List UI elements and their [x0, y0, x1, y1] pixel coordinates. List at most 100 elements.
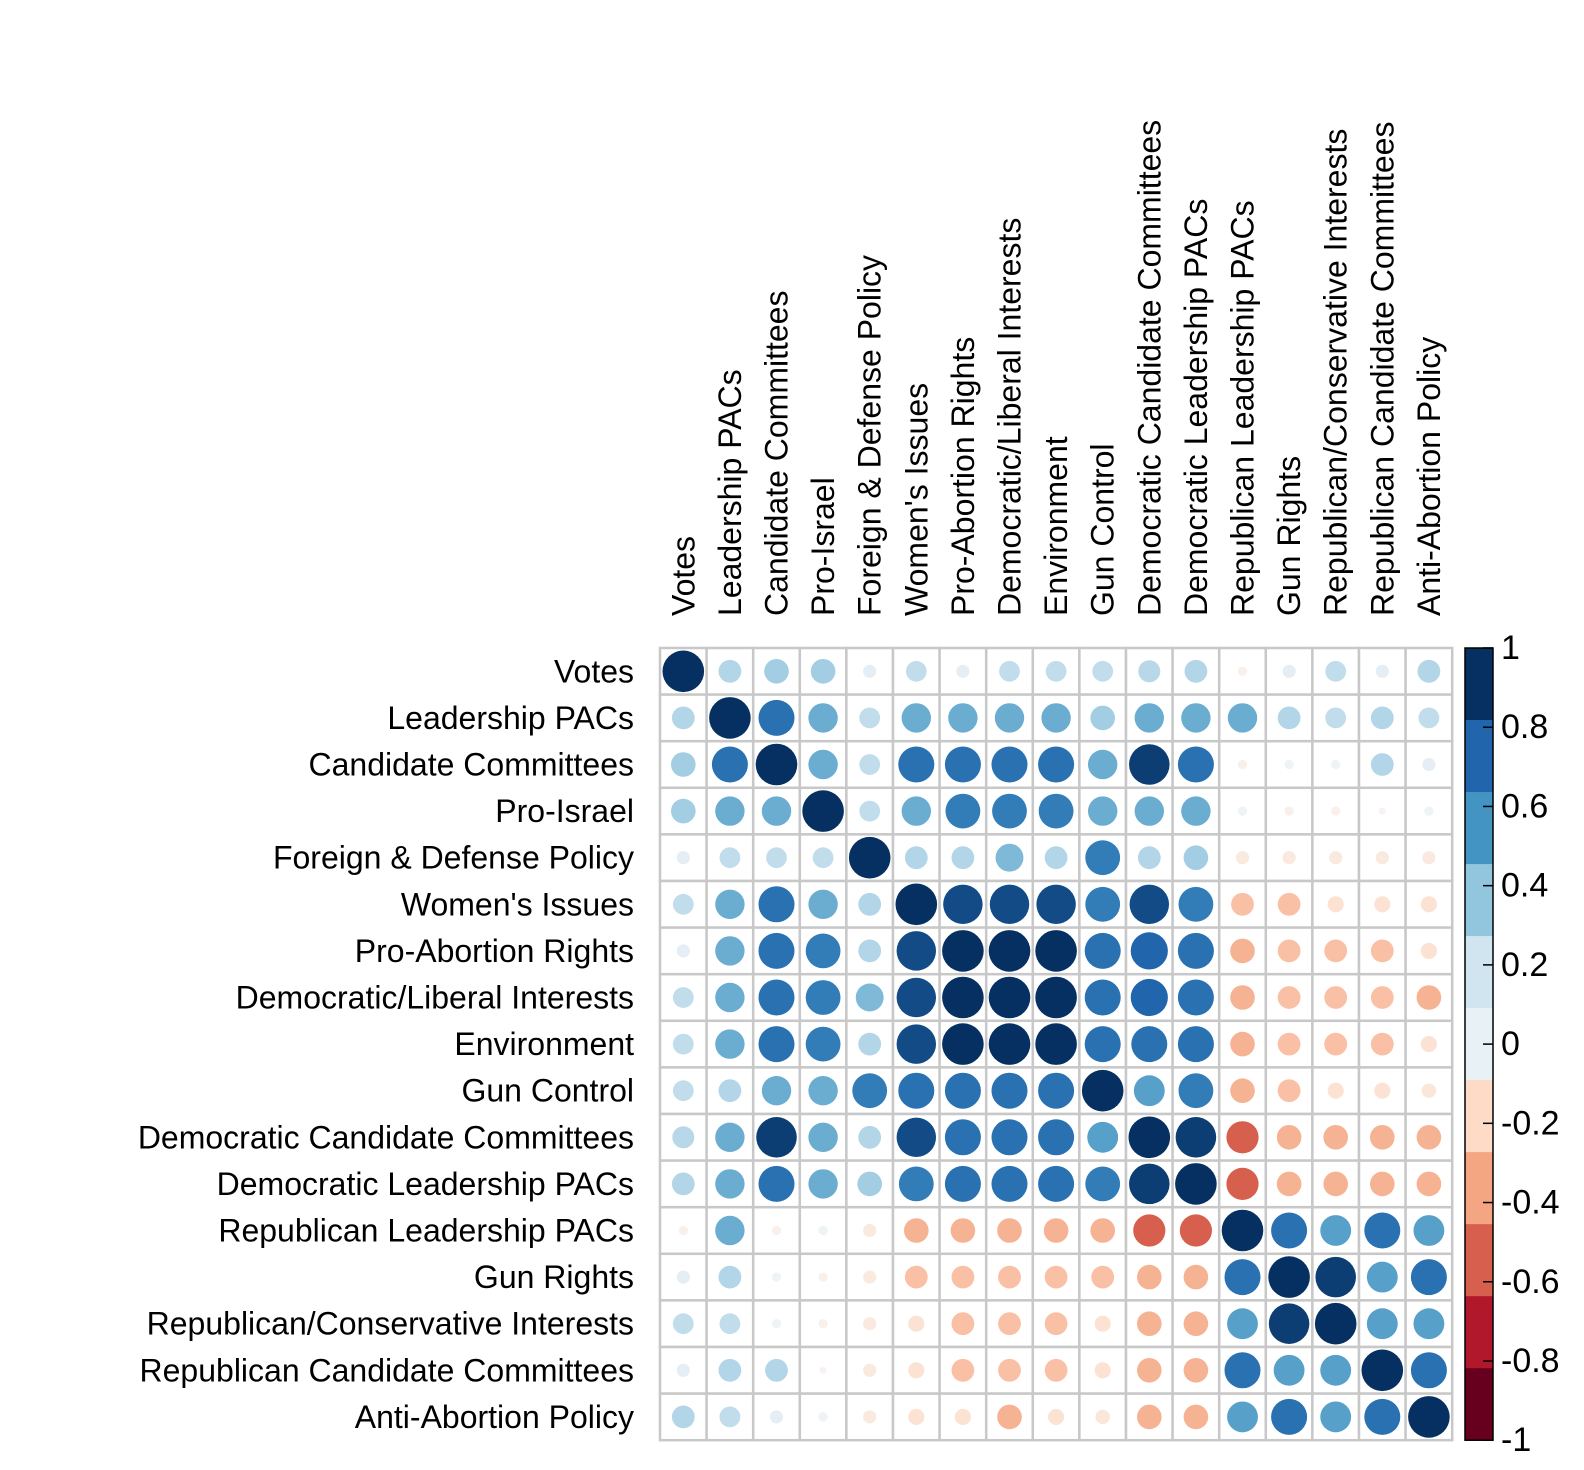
correlation-point-leadership-pacs-republican-candidate-committees [1370, 706, 1394, 730]
correlation-point-gun-control-republican-conservative-interests [1327, 1082, 1344, 1099]
correlation-point-gun-control-candidate-committees [761, 1075, 792, 1106]
correlation-point-republican-conservative-interests-foreign-and-defense-policy [863, 1317, 877, 1331]
correlation-point-republican-leadership-pacs-environment [1043, 1218, 1069, 1243]
correlation-point-anti-abortion-policy-democratic-candidate-committees [1136, 1404, 1162, 1430]
correlation-point-votes-republican-conservative-interests [1325, 660, 1347, 682]
correlation-point-anti-abortion-policy-votes [671, 1405, 695, 1429]
correlation-point-gun-rights-democratic-liberal-interests [998, 1265, 1021, 1289]
correlation-point-gun-control-environment [1038, 1072, 1075, 1109]
colorbar-segment [1465, 1368, 1493, 1441]
correlation-point-democratic-candidate-committees-republican-leadership-pacs [1226, 1121, 1259, 1154]
correlation-point-pro-abortion-rights-gun-control [1084, 932, 1121, 969]
correlation-point-environment-women-s-issues [896, 1024, 937, 1064]
correlation-point-women-s-issues-democratic-leadership-pacs [1178, 886, 1214, 922]
correlation-point-republican-conservative-interests-republican-leadership-pacs [1227, 1308, 1258, 1340]
correlation-point-democratic-candidate-committees-democratic-leadership-pacs [1175, 1117, 1217, 1158]
correlation-point-pro-abortion-rights-leadership-pacs [715, 936, 745, 966]
correlation-point-pro-israel-democratic-leadership-pacs [1181, 796, 1211, 826]
correlation-point-republican-leadership-pacs-gun-control [1090, 1218, 1116, 1243]
correlation-point-democratic-liberal-interests-foreign-and-defense-policy [855, 983, 884, 1012]
correlation-point-republican-candidate-committees-leadership-pacs [718, 1358, 742, 1382]
correlation-point-gun-control-gun-rights [1277, 1079, 1301, 1103]
correlation-point-republican-conservative-interests-republican-candidate-committees [1366, 1308, 1398, 1340]
correlation-point-republican-conservative-interests-democratic-liberal-interests [998, 1312, 1021, 1336]
correlation-point-foreign-and-defense-policy-democratic-candidate-committees [1137, 846, 1161, 870]
correlation-point-votes-gun-rights [1282, 664, 1296, 678]
column-label-gun-control: Gun Control [1085, 443, 1121, 616]
correlation-point-gun-control-women-s-issues [898, 1072, 935, 1109]
correlation-point-pro-israel-democratic-liberal-interests [992, 793, 1027, 829]
column-labels: Votes Leadership PACs Candidate Committees… [665, 120, 1447, 616]
correlation-point-democratic-candidate-committees-leadership-pacs [715, 1122, 745, 1153]
correlation-point-democratic-liberal-interests-pro-abortion-rights [942, 976, 984, 1019]
correlation-circles [662, 650, 1450, 1438]
correlation-point-republican-leadership-pacs-democratic-candidate-committees [1133, 1214, 1166, 1247]
correlation-point-candidate-committees-candidate-committees [755, 743, 798, 786]
correlation-point-pro-israel-foreign-and-defense-policy [859, 800, 881, 822]
correlation-point-republican-candidate-committees-republican-candidate-committees [1361, 1349, 1404, 1392]
row-label-leadership-pacs: Leadership PACs [387, 700, 634, 736]
correlation-point-democratic-leadership-pacs-republican-leadership-pacs [1226, 1167, 1259, 1201]
correlation-point-republican-conservative-interests-pro-abortion-rights [951, 1312, 975, 1336]
colorbar-tick-label: -0.6 [1501, 1263, 1560, 1301]
correlation-point-republican-leadership-pacs-women-s-issues [903, 1218, 929, 1243]
column-label-environment: Environment [1038, 436, 1074, 616]
correlation-point-pro-abortion-rights-republican-conservative-interests [1324, 939, 1348, 963]
correlation-point-votes-democratic-candidate-committees [1138, 660, 1161, 683]
correlation-point-candidate-committees-democratic-liberal-interests [991, 746, 1028, 783]
correlation-point-anti-abortion-policy-candidate-committees [769, 1410, 784, 1424]
correlation-point-environment-republican-leadership-pacs [1230, 1031, 1255, 1057]
correlation-point-votes-pro-abortion-rights [956, 664, 970, 678]
correlation-point-anti-abortion-policy-pro-abortion-rights [954, 1408, 971, 1425]
colorbar-tick-label: 1 [1501, 629, 1520, 667]
colorbar-segment [1465, 1080, 1493, 1153]
correlation-point-democratic-liberal-interests-democratic-candidate-committees [1130, 978, 1168, 1017]
correlation-point-republican-leadership-pacs-republican-candidate-committees [1364, 1212, 1401, 1249]
correlation-point-anti-abortion-policy-republican-leadership-pacs [1227, 1401, 1258, 1433]
correlation-point-democratic-liberal-interests-women-s-issues [896, 977, 937, 1018]
correlation-point-leadership-pacs-environment [1041, 703, 1071, 733]
correlation-point-republican-candidate-committees-gun-rights [1273, 1354, 1305, 1386]
correlation-point-anti-abortion-policy-anti-abortion-policy [1408, 1396, 1450, 1438]
correlation-point-candidate-committees-leadership-pacs [711, 746, 748, 783]
correlation-point-republican-leadership-pacs-republican-conservative-interests [1320, 1215, 1352, 1246]
correlation-point-pro-abortion-rights-democratic-liberal-interests [988, 930, 1031, 972]
correlation-point-democratic-candidate-committees-women-s-issues [896, 1117, 937, 1158]
correlation-point-gun-rights-candidate-committees [771, 1272, 782, 1282]
correlation-point-foreign-and-defense-policy-republican-leadership-pacs [1235, 851, 1250, 865]
correlation-point-democratic-candidate-committees-foreign-and-defense-policy [858, 1125, 882, 1149]
correlation-point-environment-democratic-leadership-pacs [1177, 1026, 1214, 1063]
correlation-point-gun-control-votes [672, 1080, 694, 1102]
correlation-point-pro-israel-candidate-committees [761, 796, 792, 826]
correlation-point-environment-foreign-and-defense-policy [858, 1032, 882, 1056]
correlation-point-gun-rights-gun-control [1091, 1265, 1115, 1289]
colorbar-segment [1465, 1152, 1493, 1225]
correlation-point-republican-candidate-committees-candidate-committees [765, 1358, 788, 1382]
correlation-point-democratic-candidate-committees-pro-abortion-rights [944, 1119, 981, 1156]
correlation-point-environment-republican-conservative-interests [1324, 1032, 1348, 1056]
column-label-leadership-pacs: Leadership PACs [712, 369, 748, 616]
correlation-point-foreign-and-defense-policy-foreign-and-defense-policy [848, 836, 891, 879]
correlation-point-gun-rights-leadership-pacs [718, 1265, 742, 1289]
correlation-point-democratic-candidate-committees-gun-control [1087, 1121, 1119, 1153]
row-label-democratic-candidate-committees: Democratic Candidate Committees [138, 1119, 634, 1155]
correlation-point-democratic-liberal-interests-environment [1035, 976, 1077, 1019]
row-label-republican-conservative-interests: Republican/Conservative Interests [147, 1306, 634, 1342]
correlation-point-gun-control-democratic-liberal-interests [991, 1072, 1028, 1109]
column-label-republican-conservative-interests: Republican/Conservative Interests [1318, 129, 1354, 616]
correlation-point-republican-leadership-pacs-gun-rights [1271, 1212, 1308, 1249]
column-label-pro-abortion-rights: Pro-Abortion Rights [945, 337, 981, 616]
correlation-point-foreign-and-defense-policy-democratic-leadership-pacs [1183, 845, 1209, 871]
correlation-point-votes-democratic-liberal-interests [999, 660, 1020, 682]
correlation-point-candidate-committees-republican-candidate-committees [1370, 753, 1394, 776]
correlation-point-pro-israel-leadership-pacs [715, 796, 745, 826]
correlation-point-environment-environment [1035, 1023, 1077, 1065]
correlation-point-women-s-issues-pro-abortion-rights [943, 884, 983, 925]
correlation-point-leadership-pacs-democratic-leadership-pacs [1181, 703, 1211, 733]
correlation-point-pro-israel-democratic-candidate-committees [1134, 796, 1165, 826]
correlation-point-republican-candidate-committees-pro-abortion-rights [951, 1358, 975, 1382]
correlation-point-votes-votes [662, 650, 705, 693]
correlation-point-democratic-liberal-interests-anti-abortion-policy [1416, 985, 1442, 1010]
correlation-point-votes-leadership-pacs [718, 659, 742, 683]
correlation-point-democratic-candidate-committees-democratic-liberal-interests [991, 1119, 1028, 1156]
